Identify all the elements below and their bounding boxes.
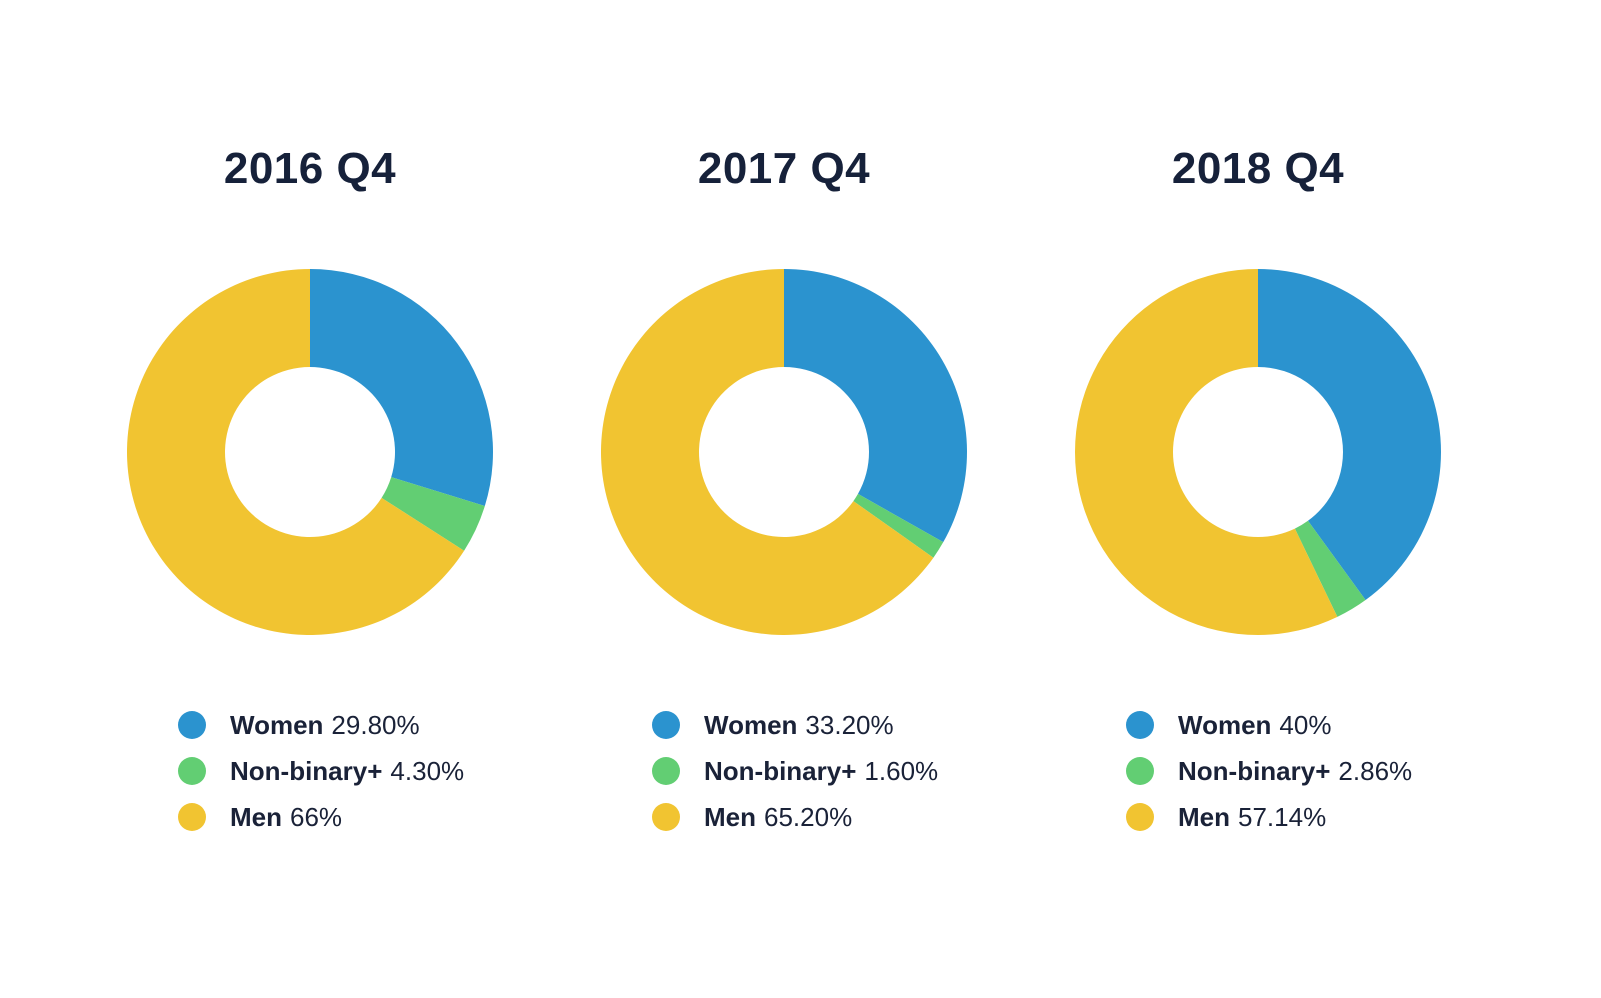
- donut-chart-2016: [126, 269, 493, 635]
- donut-slice-non-binary: [381, 477, 485, 551]
- legend-item-non-binary: Non-binary+ 1.60%: [652, 748, 938, 794]
- legend: Women 33.20% Non-binary+ 1.60% Men 65.20…: [652, 702, 938, 840]
- legend-label: Men: [1178, 801, 1230, 832]
- legend-swatch-women: [178, 711, 206, 739]
- legend-item-men: Men 65.20%: [652, 794, 938, 840]
- legend-swatch-men: [652, 803, 680, 831]
- legend-value: 66%: [290, 801, 343, 832]
- donut-chart-2018: [1074, 269, 1441, 635]
- donut-slice-women: [784, 269, 967, 543]
- legend-value: 33.20%: [805, 709, 894, 740]
- donut-slice-women: [310, 269, 493, 507]
- legend: Women 40% Non-binary+ 2.86% Men 57.14%: [1126, 702, 1412, 840]
- chart-panel-2016: 2016 Q4 Women 29.80% Non-binary+ 4.30% M…: [70, 0, 550, 998]
- chart-panel-2017: 2017 Q4 Women 33.20% Non-binary+ 1.60% M…: [544, 0, 1024, 998]
- legend-item-women: Women 29.80%: [178, 702, 464, 748]
- legend-item-non-binary: Non-binary+ 4.30%: [178, 748, 464, 794]
- legend-label: Men: [704, 801, 756, 832]
- legend-value: 2.86%: [1338, 755, 1413, 786]
- legend-value: 40%: [1279, 709, 1332, 740]
- legend-swatch-non-binary: [652, 757, 680, 785]
- legend-swatch-non-binary: [1126, 757, 1154, 785]
- legend-item-men: Men 57.14%: [1126, 794, 1412, 840]
- legend-label: Men: [230, 801, 282, 832]
- legend-label: Women: [230, 709, 324, 740]
- legend-label: Women: [1178, 709, 1272, 740]
- donut-slice-men: [601, 269, 934, 635]
- legend-swatch-women: [652, 711, 680, 739]
- legend-label: Non-binary+: [230, 755, 383, 786]
- legend-swatch-men: [178, 803, 206, 831]
- donut-chart-2017: [601, 269, 967, 635]
- chart-title: 2017 Q4: [697, 144, 871, 193]
- donut-slice-women: [1258, 269, 1441, 601]
- chart-title: 2018 Q4: [1171, 144, 1345, 193]
- legend-value: 29.80%: [331, 709, 420, 740]
- legend-swatch-non-binary: [178, 757, 206, 785]
- legend-label: Non-binary+: [1178, 755, 1331, 786]
- legend-swatch-men: [1126, 803, 1154, 831]
- chart-title: 2016 Q4: [223, 144, 397, 193]
- legend-value: 1.60%: [864, 755, 939, 786]
- legend-value: 4.30%: [390, 755, 465, 786]
- legend-item-non-binary: Non-binary+ 2.86%: [1126, 748, 1412, 794]
- legend-label: Non-binary+: [704, 755, 857, 786]
- legend-item-women: Women 40%: [1126, 702, 1412, 748]
- donut-slice-men: [1074, 269, 1338, 635]
- legend-value: 57.14%: [1238, 801, 1327, 832]
- legend-item-men: Men 66%: [178, 794, 464, 840]
- legend: Women 29.80% Non-binary+ 4.30% Men 66%: [178, 702, 464, 840]
- donut-slice-non-binary: [853, 493, 944, 558]
- donut-slice-men: [126, 269, 465, 635]
- chart-panel-2018: 2018 Q4 Women 40% Non-binary+ 2.86% Men …: [1018, 0, 1498, 998]
- legend-item-women: Women 33.20%: [652, 702, 938, 748]
- legend-value: 65.20%: [764, 801, 853, 832]
- legend-label: Women: [704, 709, 798, 740]
- legend-swatch-women: [1126, 711, 1154, 739]
- donut-slice-non-binary: [1294, 520, 1366, 617]
